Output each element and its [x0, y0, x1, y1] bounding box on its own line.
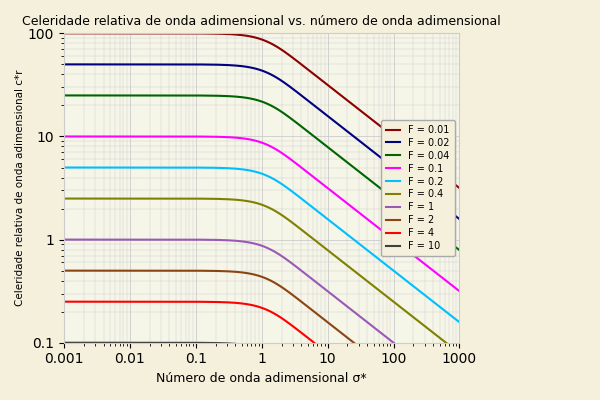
F = 1 — [242, 240, 250, 244]
F = 0.04 — [456, 248, 463, 252]
F = 1 — [80, 237, 88, 242]
F = 1 — [444, 383, 451, 388]
F = 2 — [372, 357, 379, 362]
Title: Celeridade relativa de onda adimensional vs. número de onda adimensional: Celeridade relativa de onda adimensional… — [22, 15, 501, 28]
F = 0.1 — [456, 289, 463, 294]
F = 0.2 — [372, 254, 379, 259]
F = 0.01 — [372, 120, 379, 125]
F = 1 — [456, 392, 463, 397]
F = 0.4 — [445, 342, 452, 347]
F = 0.1 — [372, 223, 379, 228]
Line: F = 2: F = 2 — [64, 271, 460, 400]
X-axis label: Número de onda adimensional σ*: Número de onda adimensional σ* — [157, 372, 367, 385]
F = 0.1 — [253, 138, 260, 143]
F = 1 — [445, 383, 452, 388]
F = 0.04 — [445, 239, 452, 244]
F = 0.4 — [242, 198, 250, 203]
F = 4 — [80, 299, 88, 304]
F = 4 — [242, 302, 250, 306]
F = 0.2 — [444, 311, 451, 316]
F = 4 — [60, 299, 67, 304]
F = 0.1 — [80, 134, 88, 139]
F = 0.01 — [253, 35, 260, 40]
Line: F = 0.2: F = 0.2 — [64, 168, 460, 322]
F = 1 — [372, 326, 379, 331]
F = 0.02 — [60, 62, 67, 67]
Line: F = 4: F = 4 — [64, 302, 460, 400]
Legend: F = 0.01, F = 0.02, F = 0.04, F = 0.1, F = 0.2, F = 0.4, F = 1, F = 2, F = 4, F : F = 0.01, F = 0.02, F = 0.04, F = 0.1, F… — [381, 120, 455, 256]
F = 0.01 — [445, 177, 452, 182]
F = 0.2 — [60, 165, 67, 170]
F = 0.4 — [372, 285, 379, 290]
Y-axis label: Celeridade relativa de onda adimensional c*r: Celeridade relativa de onda adimensional… — [15, 70, 25, 306]
F = 0.04 — [60, 93, 67, 98]
F = 0.04 — [372, 182, 379, 187]
Line: F = 1: F = 1 — [64, 240, 460, 394]
F = 0.02 — [242, 64, 250, 69]
F = 10 — [80, 340, 88, 345]
F = 0.4 — [80, 196, 88, 201]
Line: F = 0.1: F = 0.1 — [64, 136, 460, 291]
F = 0.02 — [456, 217, 463, 222]
F = 0.04 — [444, 238, 451, 243]
F = 2 — [60, 268, 67, 273]
F = 0.1 — [242, 136, 250, 141]
F = 0.01 — [456, 186, 463, 190]
F = 0.01 — [80, 31, 88, 36]
F = 0.4 — [253, 200, 260, 205]
Line: F = 0.4: F = 0.4 — [64, 198, 460, 353]
F = 0.1 — [445, 280, 452, 284]
F = 0.02 — [444, 208, 451, 212]
F = 0.4 — [456, 351, 463, 356]
F = 0.01 — [242, 33, 250, 38]
F = 0.2 — [445, 311, 452, 316]
F = 10 — [60, 340, 67, 345]
F = 0.01 — [444, 176, 451, 181]
F = 0.1 — [60, 134, 67, 139]
F = 2 — [253, 273, 260, 278]
F = 0.2 — [253, 170, 260, 174]
F = 0.04 — [253, 98, 260, 102]
Line: F = 0.01: F = 0.01 — [64, 33, 460, 188]
F = 0.4 — [444, 342, 451, 346]
F = 0.2 — [242, 167, 250, 172]
F = 0.02 — [80, 62, 88, 67]
Line: F = 0.04: F = 0.04 — [64, 96, 460, 250]
F = 2 — [242, 270, 250, 275]
F = 10 — [242, 343, 250, 348]
F = 4 — [253, 304, 260, 308]
F = 4 — [372, 388, 379, 393]
F = 0.2 — [456, 320, 463, 325]
F = 0.04 — [80, 93, 88, 98]
F = 2 — [80, 268, 88, 273]
F = 10 — [253, 345, 260, 350]
F = 0.02 — [445, 208, 452, 212]
Line: F = 0.02: F = 0.02 — [64, 64, 460, 219]
F = 0.01 — [60, 31, 67, 36]
F = 0.1 — [444, 280, 451, 284]
F = 0.02 — [372, 151, 379, 156]
F = 0.04 — [242, 95, 250, 100]
F = 1 — [60, 237, 67, 242]
F = 0.02 — [253, 66, 260, 71]
F = 0.2 — [80, 165, 88, 170]
F = 1 — [253, 242, 260, 246]
F = 0.4 — [60, 196, 67, 201]
Line: F = 10: F = 10 — [64, 343, 460, 400]
